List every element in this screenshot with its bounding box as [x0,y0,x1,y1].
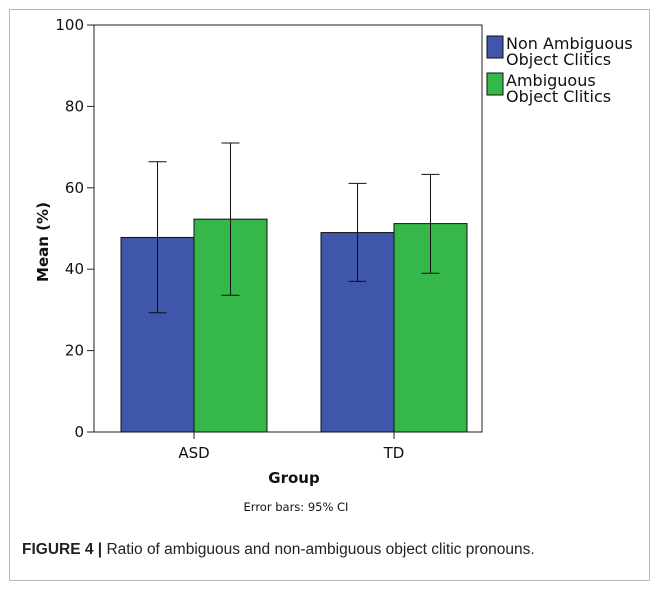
x-axis-title: Group [268,469,320,487]
x-tick-label: ASD [178,444,209,462]
figure-caption: FIGURE 4 | Ratio of ambiguous and non-am… [22,541,535,559]
caption-text: Ratio of ambiguous and non-ambiguous obj… [102,541,535,558]
y-axis-title: Mean (%) [34,202,52,282]
legend-label-2-line-2: Object Clitics [506,87,611,106]
y-tick-label: 60 [65,179,84,197]
y-tick-label: 20 [65,342,84,360]
legend-label-1-line-1: Non Ambiguous [506,34,633,53]
x-tick-label: TD [383,444,405,462]
y-tick-label: 80 [65,97,84,115]
error-bars-note: Error bars: 95% CI [244,500,349,514]
legend-label-2-line-1: Ambiguous [506,71,596,90]
y-axis: 0 20 40 60 80 100 [55,16,94,441]
legend-swatch-2 [486,72,504,96]
caption-label: FIGURE 4 | [22,541,103,558]
legend-swatch-1 [486,35,504,59]
bars [120,218,468,433]
plot-border [93,24,483,433]
y-tick-label: 40 [65,260,84,278]
x-axis: ASD TD [178,432,404,462]
legend-label-1-line-2: Object Clitics [506,50,611,69]
error-bars [148,142,440,314]
plot-frame [93,24,483,433]
bar-td-series-2 [393,223,468,433]
y-tick-label: 100 [55,16,84,34]
y-tick-label: 0 [74,423,84,441]
